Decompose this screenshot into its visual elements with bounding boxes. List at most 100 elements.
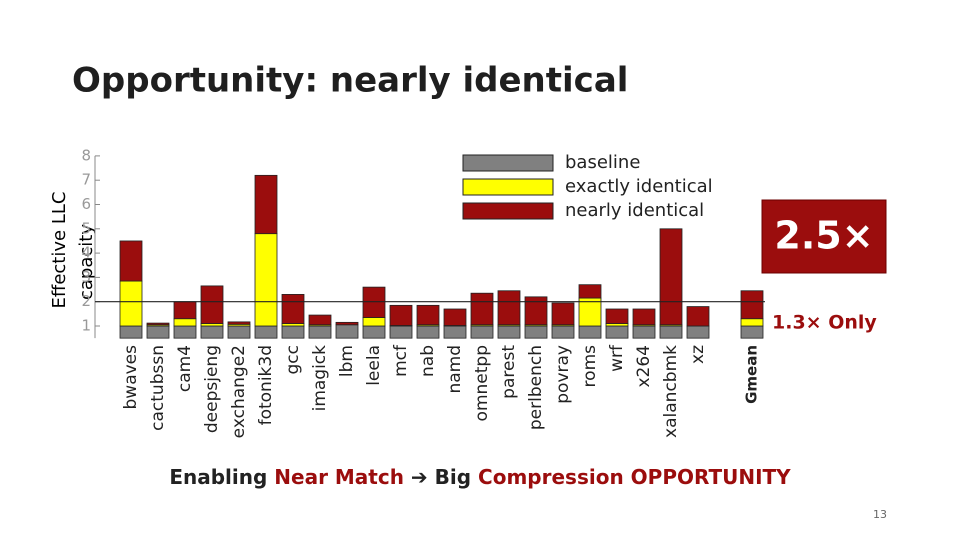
x-tick-label: nab bbox=[418, 345, 438, 377]
bar-segment bbox=[335, 321, 359, 326]
y-axis-label: capacity bbox=[76, 224, 97, 300]
x-tick-label: perlbench bbox=[526, 345, 546, 430]
y-tick-label: 7 bbox=[81, 171, 91, 189]
callout-text: 2.5× bbox=[774, 214, 873, 258]
bar-segment bbox=[605, 325, 629, 339]
bar-segment bbox=[308, 325, 332, 339]
x-tick-label: gcc bbox=[283, 345, 303, 374]
x-tick-label: povray bbox=[553, 345, 573, 404]
x-tick-label: fotonik3d bbox=[256, 345, 276, 425]
y-axis-label: Effective LLC bbox=[49, 192, 70, 309]
bar-segment bbox=[146, 322, 170, 326]
bar-segment bbox=[254, 174, 278, 235]
y-tick-label: 6 bbox=[81, 195, 91, 213]
bar-segment bbox=[605, 308, 629, 324]
x-tick-label: mcf bbox=[391, 344, 411, 377]
bar-segment bbox=[632, 308, 656, 326]
bar-segment bbox=[146, 325, 170, 339]
bar-segment bbox=[416, 304, 440, 326]
bar-segment bbox=[281, 325, 305, 339]
bar-segment bbox=[686, 306, 710, 327]
legend-swatch bbox=[462, 154, 554, 172]
bar-segment bbox=[362, 325, 386, 339]
x-tick-label: namd bbox=[445, 345, 465, 394]
bar-segment bbox=[200, 325, 224, 339]
y-tick-label: 5 bbox=[81, 219, 91, 237]
bar-segment bbox=[254, 233, 278, 327]
bar-segment bbox=[173, 325, 197, 339]
bar-segment bbox=[551, 325, 575, 339]
legend-label: baseline bbox=[565, 152, 640, 173]
x-tick-label: xalancbmk bbox=[661, 345, 681, 438]
annotation: 1.3× Only bbox=[772, 312, 877, 334]
footer-part: ➔ bbox=[404, 465, 435, 489]
y-tick-label: 2 bbox=[81, 292, 91, 310]
bar-segment bbox=[119, 325, 143, 339]
bar-segment bbox=[470, 325, 494, 339]
x-tick-label: exchange2 bbox=[229, 345, 249, 438]
bar-segment bbox=[578, 284, 602, 299]
bar-segment bbox=[551, 302, 575, 326]
x-tick-label: roms bbox=[580, 345, 600, 388]
bar-segment bbox=[497, 325, 521, 339]
y-tick-label: 3 bbox=[81, 268, 91, 286]
legend-swatch bbox=[462, 178, 554, 196]
x-tick-label: x264 bbox=[634, 345, 654, 388]
footer-part: Enabling bbox=[169, 465, 274, 489]
bar-segment bbox=[470, 292, 494, 326]
bar-segment bbox=[254, 325, 278, 339]
footer-part: Compression OPPORTUNITY bbox=[478, 465, 791, 489]
bar-segment bbox=[119, 280, 143, 327]
bar-segment bbox=[740, 290, 764, 320]
bar-segment bbox=[443, 325, 467, 339]
bar-segment bbox=[524, 325, 548, 339]
legend-label: nearly identical bbox=[565, 200, 704, 221]
bar-segment bbox=[686, 325, 710, 339]
bar-segment bbox=[335, 324, 359, 339]
y-tick-label: 1 bbox=[81, 317, 91, 335]
bar-segment bbox=[389, 304, 413, 326]
x-tick-label: leela bbox=[364, 345, 384, 386]
x-tick-label: Gmean bbox=[743, 345, 761, 404]
bar-segment bbox=[524, 296, 548, 326]
bar-segment bbox=[416, 325, 440, 339]
bar-segment bbox=[227, 325, 251, 339]
bar-segment bbox=[308, 314, 332, 326]
footer-text: Enabling Near Match ➔ Big Compression OP… bbox=[169, 465, 791, 489]
y-tick-label: 8 bbox=[81, 146, 91, 164]
bar-segment bbox=[740, 325, 764, 339]
footer-part: Near Match bbox=[274, 465, 404, 489]
x-tick-label: bwaves bbox=[121, 345, 141, 410]
footer-part: Big bbox=[435, 465, 478, 489]
bar-segment bbox=[389, 325, 413, 339]
page-number: 13 bbox=[873, 508, 887, 521]
bar-segment bbox=[659, 228, 683, 326]
y-tick-label: 4 bbox=[81, 244, 91, 262]
callout-box bbox=[761, 199, 887, 274]
slide-title: Opportunity: nearly identical bbox=[72, 61, 628, 101]
x-tick-label: cam4 bbox=[175, 345, 195, 392]
bar-segment bbox=[740, 318, 764, 327]
x-tick-label: omnetpp bbox=[472, 345, 492, 421]
bar-segment bbox=[362, 317, 386, 327]
bar-segment bbox=[362, 286, 386, 318]
bar-segment bbox=[281, 294, 305, 324]
bar-segment bbox=[200, 285, 224, 324]
bar-segment bbox=[497, 290, 521, 326]
x-tick-label: wrf bbox=[607, 344, 627, 372]
x-tick-label: deepsjeng bbox=[202, 345, 222, 433]
x-tick-label: imagick bbox=[310, 345, 330, 412]
bar-segment bbox=[632, 325, 656, 339]
x-tick-label: cactubssn bbox=[148, 345, 168, 431]
legend-label: exactly identical bbox=[565, 176, 713, 197]
bar-segment bbox=[659, 325, 683, 339]
bar-segment bbox=[119, 240, 143, 282]
bar-segment bbox=[227, 321, 251, 325]
x-tick-label: lbm bbox=[337, 345, 357, 377]
x-tick-label: xz bbox=[688, 345, 708, 364]
bar-segment bbox=[578, 325, 602, 339]
bar-segment bbox=[173, 301, 197, 320]
legend-swatch bbox=[462, 202, 554, 220]
bar-segment bbox=[173, 318, 197, 327]
